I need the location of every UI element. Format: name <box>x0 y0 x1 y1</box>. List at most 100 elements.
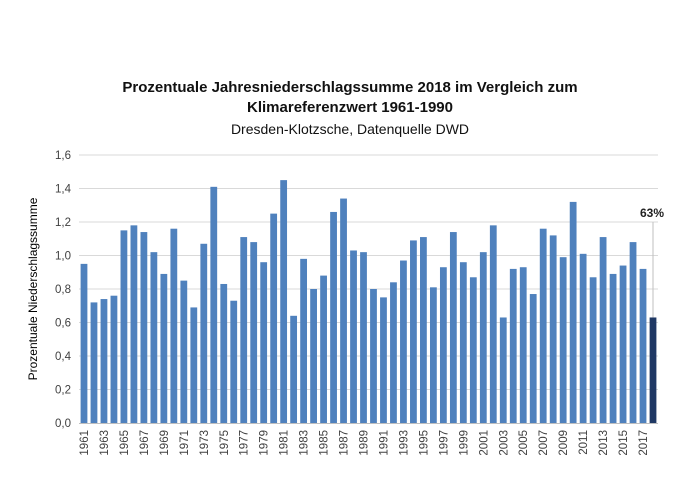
bar <box>609 273 617 423</box>
x-tick-label: 2007 <box>538 430 550 456</box>
bar <box>429 287 437 423</box>
bar <box>170 228 178 423</box>
chart-title-line-1: Prozentuale Jahresniederschlagssumme 201… <box>122 79 578 96</box>
bar-highlight <box>649 317 657 423</box>
highlight-value-label: 63% <box>640 206 664 220</box>
bar <box>350 250 357 423</box>
bar <box>330 211 337 423</box>
y-tick-label: 1,0 <box>55 251 71 263</box>
bar <box>599 237 607 423</box>
x-tick-label: 1989 <box>359 430 371 456</box>
bar <box>619 265 627 423</box>
y-tick-label: 0,4 <box>55 351 72 363</box>
x-tick-label: 1999 <box>458 430 470 456</box>
bar <box>300 258 308 423</box>
y-tick-label: 1,2 <box>55 217 71 229</box>
y-tick-label: 0,6 <box>55 318 71 330</box>
bar <box>370 289 377 423</box>
bar <box>439 267 447 423</box>
y-tick-label: 1,4 <box>55 184 72 196</box>
bar <box>390 282 397 423</box>
bar <box>150 252 158 423</box>
x-tick-label: 1973 <box>199 430 211 456</box>
bar <box>449 232 457 423</box>
bar <box>90 302 98 423</box>
bar <box>569 201 577 423</box>
labels: 0,0 0,2 0,4 0,6 0,8 1,0 1,2 1,4 1,6 1961 1963 1965 1… <box>55 150 664 456</box>
bar <box>579 253 587 423</box>
x-tick-label: 2005 <box>518 430 530 456</box>
y-axis-label: Prozentuale Niederschlagssumme <box>26 197 40 380</box>
bar <box>479 252 487 423</box>
chart-subtitle: Dresden-Klotzsche, Datenquelle DWD <box>230 121 470 137</box>
bar <box>80 263 88 423</box>
bar <box>120 230 128 423</box>
bar <box>200 243 208 423</box>
bar <box>410 240 417 423</box>
bar <box>210 186 218 423</box>
x-tick-label: 1971 <box>179 430 191 456</box>
bar <box>489 225 497 423</box>
x-tick-label: 1977 <box>239 430 251 456</box>
bar <box>100 299 108 423</box>
bar <box>519 267 527 423</box>
bar <box>140 232 148 423</box>
x-tick-label: 1993 <box>398 430 410 456</box>
x-tick-label: 1975 <box>219 430 231 456</box>
bar <box>509 268 517 423</box>
x-tick-label: 2001 <box>478 430 490 456</box>
x-tick-label: 2011 <box>578 430 590 455</box>
x-tick-label: 1979 <box>259 430 271 456</box>
x-tick-label: 2013 <box>598 430 610 456</box>
x-tick-label: 1965 <box>119 430 131 456</box>
x-tick-label: 1967 <box>139 430 151 456</box>
bar <box>420 237 427 423</box>
x-tick-label: 2003 <box>498 430 510 456</box>
bar <box>499 317 507 423</box>
bar <box>130 225 138 423</box>
bar <box>240 237 248 423</box>
bar <box>230 300 238 423</box>
y-tick-label: 0,8 <box>55 284 71 296</box>
bar <box>310 289 317 423</box>
bar <box>400 260 407 423</box>
x-tick-label: 1991 <box>378 430 390 456</box>
bar <box>469 277 477 423</box>
bar <box>629 242 637 423</box>
x-tick-label: 1997 <box>438 430 450 456</box>
axes <box>79 222 658 424</box>
x-tick-label: 1995 <box>418 430 430 456</box>
x-tick-label: 1987 <box>339 430 351 456</box>
bar <box>539 228 547 423</box>
bar <box>110 295 118 423</box>
y-tick-label: 0,0 <box>55 418 71 430</box>
x-tick-label: 2017 <box>638 430 650 456</box>
bar <box>360 252 367 423</box>
x-tick-label: 2009 <box>558 430 570 456</box>
bar <box>250 242 258 423</box>
x-tick-label: 1981 <box>279 430 291 456</box>
bar <box>190 307 198 423</box>
x-tick-label: 1985 <box>319 430 331 456</box>
x-tick-label: 1961 <box>79 430 91 456</box>
bar <box>459 262 467 423</box>
x-tick-label: 1983 <box>299 430 311 456</box>
bar <box>180 280 188 423</box>
bar <box>160 273 168 423</box>
bar <box>320 275 327 423</box>
bar <box>340 198 347 423</box>
bar <box>270 213 278 423</box>
y-tick-label: 1,6 <box>55 150 71 162</box>
x-tick-label: 1969 <box>159 430 171 456</box>
y-tick-label: 0,2 <box>55 385 71 397</box>
x-tick-label: 1963 <box>99 430 111 456</box>
bar <box>260 262 268 423</box>
bar <box>529 294 537 423</box>
bar <box>380 297 387 423</box>
bars <box>80 180 657 423</box>
bar <box>280 180 288 423</box>
chart-title-line-2: Klimareferenzwert 1961-1990 <box>247 99 453 116</box>
bar <box>589 277 597 423</box>
bar <box>290 315 298 423</box>
